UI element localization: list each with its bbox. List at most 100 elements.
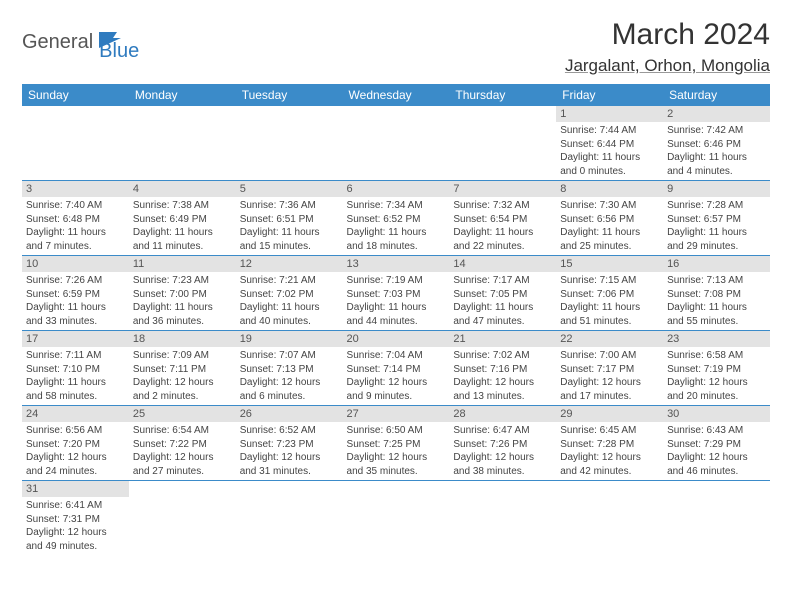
day-data: Sunrise: 7:44 AMSunset: 6:44 PMDaylight:… [556,122,663,180]
daylight-line1: Daylight: 11 hours [560,226,659,240]
calendar-cell: 30Sunrise: 6:43 AMSunset: 7:29 PMDayligh… [663,406,770,481]
sunrise: Sunrise: 6:54 AM [133,424,232,438]
logo-text-blue: Blue [99,40,139,63]
daylight-line2: and 44 minutes. [347,315,446,329]
calendar-cell [449,481,556,556]
daylight-line1: Daylight: 12 hours [240,451,339,465]
sunset: Sunset: 6:54 PM [453,213,552,227]
header: General Blue March 2024 Jargalant, Orhon… [22,18,770,76]
sunset: Sunset: 7:00 PM [133,288,232,302]
daylight-line2: and 47 minutes. [453,315,552,329]
calendar-cell [343,481,450,556]
calendar-cell: 4Sunrise: 7:38 AMSunset: 6:49 PMDaylight… [129,181,236,256]
calendar-cell [449,106,556,181]
sunset: Sunset: 7:20 PM [26,438,125,452]
calendar-cell [343,106,450,181]
daylight-line1: Daylight: 12 hours [667,451,766,465]
day-data: Sunrise: 7:13 AMSunset: 7:08 PMDaylight:… [663,272,770,330]
calendar-row: 1Sunrise: 7:44 AMSunset: 6:44 PMDaylight… [22,106,770,181]
calendar-cell: 29Sunrise: 6:45 AMSunset: 7:28 PMDayligh… [556,406,663,481]
sunset: Sunset: 7:14 PM [347,363,446,377]
sunset: Sunset: 7:31 PM [26,513,125,527]
sunset: Sunset: 7:05 PM [453,288,552,302]
sunrise: Sunrise: 7:11 AM [26,349,125,363]
sunset: Sunset: 7:13 PM [240,363,339,377]
calendar-table: Sunday Monday Tuesday Wednesday Thursday… [22,84,770,555]
day-number: 4 [129,181,236,197]
calendar-cell [236,106,343,181]
calendar-row: 17Sunrise: 7:11 AMSunset: 7:10 PMDayligh… [22,331,770,406]
day-data: Sunrise: 6:41 AMSunset: 7:31 PMDaylight:… [22,497,129,555]
calendar-cell: 8Sunrise: 7:30 AMSunset: 6:56 PMDaylight… [556,181,663,256]
daylight-line1: Daylight: 12 hours [560,376,659,390]
day-data: Sunrise: 7:32 AMSunset: 6:54 PMDaylight:… [449,197,556,255]
day-data: Sunrise: 6:56 AMSunset: 7:20 PMDaylight:… [22,422,129,480]
day-number: 5 [236,181,343,197]
day-number: 10 [22,256,129,272]
calendar-row: 24Sunrise: 6:56 AMSunset: 7:20 PMDayligh… [22,406,770,481]
daylight-line1: Daylight: 11 hours [667,226,766,240]
sunrise: Sunrise: 7:04 AM [347,349,446,363]
day-number: 27 [343,406,450,422]
calendar-cell: 24Sunrise: 6:56 AMSunset: 7:20 PMDayligh… [22,406,129,481]
day-data: Sunrise: 7:42 AMSunset: 6:46 PMDaylight:… [663,122,770,180]
sunset: Sunset: 7:17 PM [560,363,659,377]
daylight-line1: Daylight: 12 hours [347,451,446,465]
sunrise: Sunrise: 6:52 AM [240,424,339,438]
sunrise: Sunrise: 7:13 AM [667,274,766,288]
daylight-line1: Daylight: 11 hours [453,301,552,315]
sunset: Sunset: 7:23 PM [240,438,339,452]
day-number: 14 [449,256,556,272]
calendar-cell: 20Sunrise: 7:04 AMSunset: 7:14 PMDayligh… [343,331,450,406]
daylight-line2: and 7 minutes. [26,240,125,254]
daylight-line1: Daylight: 11 hours [453,226,552,240]
daylight-line2: and 31 minutes. [240,465,339,479]
day-data: Sunrise: 7:02 AMSunset: 7:16 PMDaylight:… [449,347,556,405]
sunrise: Sunrise: 6:41 AM [26,499,125,513]
sunset: Sunset: 6:44 PM [560,138,659,152]
daylight-line2: and 4 minutes. [667,165,766,179]
sunset: Sunset: 7:06 PM [560,288,659,302]
daylight-line1: Daylight: 11 hours [240,301,339,315]
sunset: Sunset: 7:11 PM [133,363,232,377]
logo: General Blue [22,22,139,63]
daylight-line1: Daylight: 11 hours [347,226,446,240]
daylight-line2: and 15 minutes. [240,240,339,254]
day-number: 17 [22,331,129,347]
daylight-line1: Daylight: 12 hours [667,376,766,390]
sunset: Sunset: 7:22 PM [133,438,232,452]
daylight-line1: Daylight: 11 hours [26,226,125,240]
calendar-cell: 21Sunrise: 7:02 AMSunset: 7:16 PMDayligh… [449,331,556,406]
day-data: Sunrise: 7:26 AMSunset: 6:59 PMDaylight:… [22,272,129,330]
day-number: 12 [236,256,343,272]
sunrise: Sunrise: 7:42 AM [667,124,766,138]
daylight-line2: and 0 minutes. [560,165,659,179]
sunrise: Sunrise: 7:26 AM [26,274,125,288]
sunrise: Sunrise: 7:02 AM [453,349,552,363]
calendar-cell: 5Sunrise: 7:36 AMSunset: 6:51 PMDaylight… [236,181,343,256]
sunrise: Sunrise: 7:15 AM [560,274,659,288]
day-data: Sunrise: 7:30 AMSunset: 6:56 PMDaylight:… [556,197,663,255]
day-data: Sunrise: 7:36 AMSunset: 6:51 PMDaylight:… [236,197,343,255]
sunrise: Sunrise: 7:40 AM [26,199,125,213]
title-block: March 2024 Jargalant, Orhon, Mongolia [565,18,770,76]
daylight-line1: Daylight: 12 hours [560,451,659,465]
day-data: Sunrise: 6:43 AMSunset: 7:29 PMDaylight:… [663,422,770,480]
daylight-line2: and 33 minutes. [26,315,125,329]
day-number: 15 [556,256,663,272]
calendar-cell: 18Sunrise: 7:09 AMSunset: 7:11 PMDayligh… [129,331,236,406]
sunrise: Sunrise: 7:30 AM [560,199,659,213]
daylight-line2: and 18 minutes. [347,240,446,254]
day-number: 13 [343,256,450,272]
sunset: Sunset: 6:46 PM [667,138,766,152]
day-number: 18 [129,331,236,347]
daylight-line2: and 25 minutes. [560,240,659,254]
calendar-cell: 28Sunrise: 6:47 AMSunset: 7:26 PMDayligh… [449,406,556,481]
sunset: Sunset: 7:16 PM [453,363,552,377]
sunrise: Sunrise: 6:58 AM [667,349,766,363]
sunset: Sunset: 7:03 PM [347,288,446,302]
day-number: 7 [449,181,556,197]
calendar-cell: 11Sunrise: 7:23 AMSunset: 7:00 PMDayligh… [129,256,236,331]
sunset: Sunset: 7:19 PM [667,363,766,377]
daylight-line2: and 20 minutes. [667,390,766,404]
